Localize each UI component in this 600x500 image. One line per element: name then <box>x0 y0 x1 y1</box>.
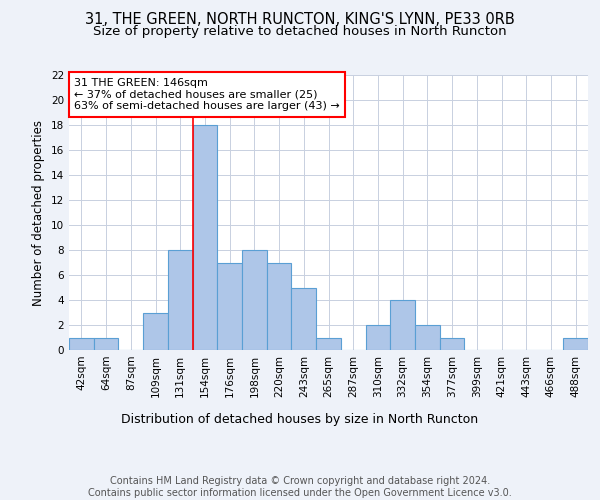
Bar <box>143 312 168 350</box>
Bar <box>365 325 390 350</box>
Bar <box>242 250 267 350</box>
Bar <box>267 262 292 350</box>
Bar <box>69 338 94 350</box>
Bar <box>94 338 118 350</box>
Bar <box>168 250 193 350</box>
Bar <box>292 288 316 350</box>
Text: 31, THE GREEN, NORTH RUNCTON, KING'S LYNN, PE33 0RB: 31, THE GREEN, NORTH RUNCTON, KING'S LYN… <box>85 12 515 28</box>
Text: 31 THE GREEN: 146sqm
← 37% of detached houses are smaller (25)
63% of semi-detac: 31 THE GREEN: 146sqm ← 37% of detached h… <box>74 78 340 111</box>
Text: Distribution of detached houses by size in North Runcton: Distribution of detached houses by size … <box>121 412 479 426</box>
Y-axis label: Number of detached properties: Number of detached properties <box>32 120 46 306</box>
Bar <box>415 325 440 350</box>
Bar <box>193 125 217 350</box>
Bar <box>217 262 242 350</box>
Bar <box>316 338 341 350</box>
Text: Size of property relative to detached houses in North Runcton: Size of property relative to detached ho… <box>93 25 507 38</box>
Bar <box>563 338 588 350</box>
Bar <box>390 300 415 350</box>
Text: Contains HM Land Registry data © Crown copyright and database right 2024.
Contai: Contains HM Land Registry data © Crown c… <box>88 476 512 498</box>
Bar <box>440 338 464 350</box>
